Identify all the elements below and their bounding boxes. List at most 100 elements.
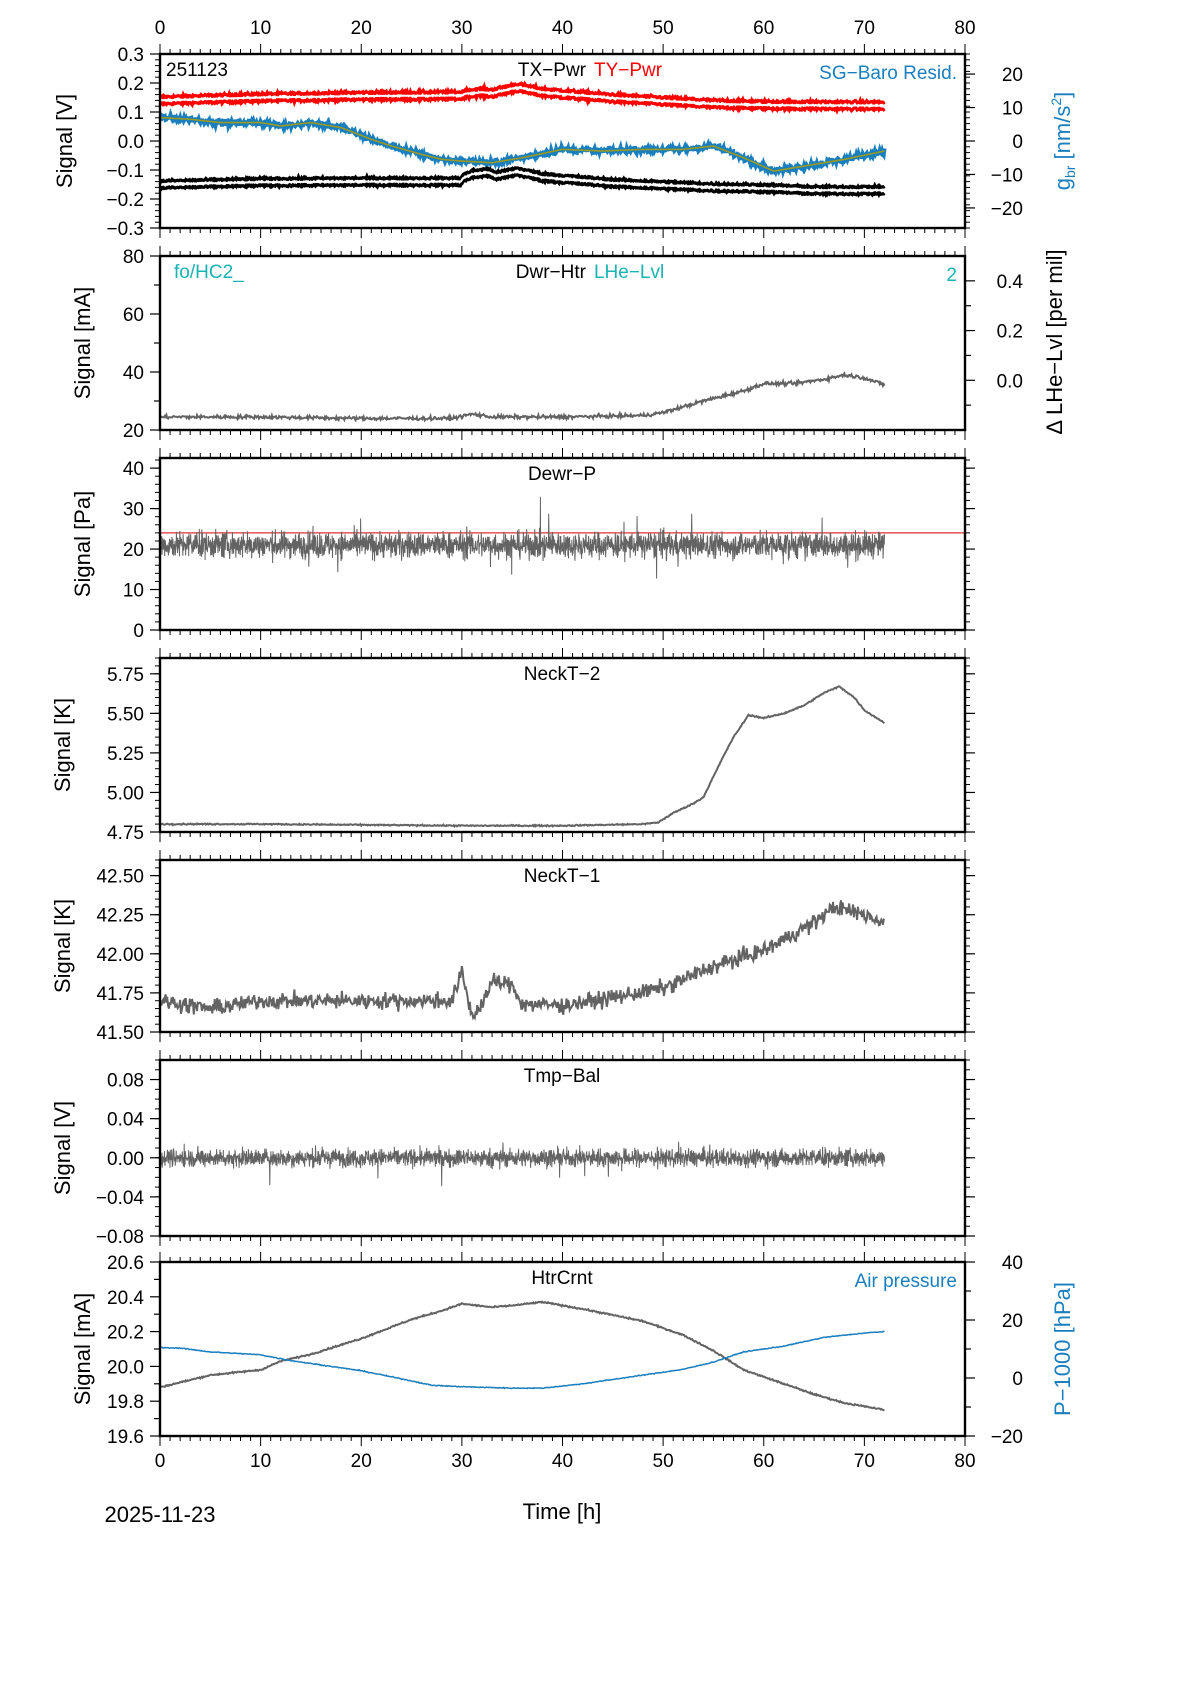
panel-corner-label: 251123 [166,60,228,81]
panel-heater-current: 19.6 19.8 20.0 20.2 20.4 20.6 Signal [mA] −20 0 2… [70,1252,1075,1448]
y-tick-label: 42.50 [96,867,144,888]
right-y-tick-label: 0.0 [997,371,1023,392]
x-tick-label-top: 30 [451,18,472,39]
panel-title-part: Dwr−Htr [516,262,587,283]
x-tick-label-bottom: 20 [351,1451,372,1472]
x-axis-label: Time [h] [523,1499,602,1524]
y-tick-label: 20.6 [107,1253,144,1274]
series-ty-pwr-lower [160,87,886,115]
right-y-axis-label-main: g [1050,178,1075,190]
panel-dewar-pressure: 0 10 20 30 40 Signal [Pa] Dewr−P [70,448,975,642]
panel-frame [158,52,967,230]
x-tick-label-bottom: 80 [954,1451,975,1472]
right-y-axis-label: Δ LHe−Lvl [per mil] [1042,249,1067,434]
plot-area [160,80,887,199]
right-y-tick-label: 0 [1012,132,1023,153]
panel-title-part: LHe−Lvl [594,262,664,283]
plot-area [160,1300,885,1412]
right-y-axis-label-unit: [nm/s [1050,106,1075,166]
panel-frame [158,254,967,432]
panel-title: TX−Pwr TY−Pwr [518,60,663,81]
x-tick-label-top: 20 [351,18,372,39]
panel-right-label: SG−Baro Resid. [819,63,957,84]
y-tick-label: 0.0 [118,132,144,153]
right-y-tick-label: 0.2 [997,322,1023,343]
panel-title: HtrCrnt [531,1268,593,1289]
x-tick-label-bottom: 50 [653,1451,674,1472]
x-tick-label-top: 40 [552,18,573,39]
y-tick-label: 20.2 [107,1323,144,1344]
right-y-axis-label-end: ] [1050,92,1075,98]
y-axis-label: Signal [V] [52,94,77,188]
y-axis-label: Signal [mA] [70,287,95,400]
y-tick-label: 0.1 [118,103,144,124]
plot-area [160,496,885,579]
y-tick-label: 0.3 [118,45,144,66]
x-tick-label-top: 70 [854,18,875,39]
y-tick-label: −0.1 [106,161,144,182]
panel-title-part: Tmp−Bal [524,1066,601,1087]
series-ty-pwr-upper [160,80,886,108]
panel-right-label: 2 [946,265,957,286]
panel-frame [158,1260,967,1438]
panel-title: NeckT−2 [524,664,601,685]
x-tick-label-bottom: 0 [155,1451,166,1472]
x-tick-label-bottom: 10 [250,1451,271,1472]
plot-area [160,1141,885,1187]
panel-title-part: NeckT−2 [524,664,601,685]
y-axis-label: Signal [V] [50,1101,75,1195]
y-tick-label: 40 [123,459,144,480]
series-tmp-bal [160,1141,885,1187]
y-axis-label: Signal [mA] [70,1293,95,1406]
right-y-tick-label: −10 [991,165,1023,186]
y-tick-label: 60 [123,305,144,326]
panel-tmp-balance: −0.08 −0.04 0.00 0.04 0.08 Signal [V] Tmp−Bal [50,1050,975,1248]
series-neckt-2 [160,685,885,829]
x-tick-label-top: 60 [753,18,774,39]
right-y-tick-label: 0.4 [997,272,1024,293]
series-htrcrnt [160,1300,885,1412]
panel-frame [158,858,967,1034]
x-tick-label-top: 10 [250,18,271,39]
x-tick-label-bottom: 40 [552,1451,573,1472]
series-tx-pwr-gap [160,170,885,192]
y-tick-label: 20.4 [107,1288,144,1309]
y-tick-label: 19.8 [107,1392,144,1413]
y-tick-label: 0.04 [107,1110,144,1131]
panel-frame [158,456,967,632]
y-tick-label: 5.00 [107,783,144,804]
y-tick-label: −0.08 [96,1227,144,1248]
panel-neck-t2: 4.75 5.00 5.25 5.50 5.75 Signal [K] NeckT−2 [50,648,975,844]
right-y-tick-label: 20 [1002,65,1023,86]
y-axis-label: Signal [K] [50,899,75,993]
panel-title-part: TX−Pwr [518,60,587,81]
panel-title-part: HtrCrnt [531,1268,593,1289]
y-tick-label: 0.00 [107,1149,144,1170]
right-y-axis-label: gbr [nm/s2] [1048,92,1078,191]
series-dwr-htr [160,370,886,423]
y-tick-label: 30 [123,500,144,521]
y-tick-label: 80 [123,247,144,268]
y-tick-label: 20 [123,421,144,442]
y-tick-label: 20.0 [107,1357,144,1378]
plot-area [160,685,885,829]
right-y-axis-label-sup: 2 [1048,98,1064,106]
right-y-tick-label: 40 [1002,1253,1023,1274]
y-tick-label: 0.08 [107,1071,144,1092]
y-tick-label: 40 [123,363,144,384]
series-air-pressure [160,1330,885,1390]
y-tick-label: −0.2 [106,190,144,211]
panel-title-part: Dewr−P [528,464,596,485]
panel-neck-t1: 41.50 41.75 42.00 42.25 42.50 Signal [K] NeckT… [50,850,975,1044]
right-y-tick-label: 10 [1002,99,1023,120]
y-tick-label: 0.2 [118,74,144,95]
y-tick-label: 10 [123,581,144,602]
series-tx-pwr-lower [160,172,886,199]
y-tick-label: 42.25 [96,906,144,927]
series-sg-baro-resid--smoothed [160,116,885,172]
panel-tilt-power: −0.3 −0.2 −0.1 0.0 0.1 0.2 0.3 Signal [V] −20 −10… [52,44,1078,240]
panel-title: Dewr−P [528,464,596,485]
y-tick-label: 42.00 [96,945,144,966]
panel-frame [158,656,967,834]
